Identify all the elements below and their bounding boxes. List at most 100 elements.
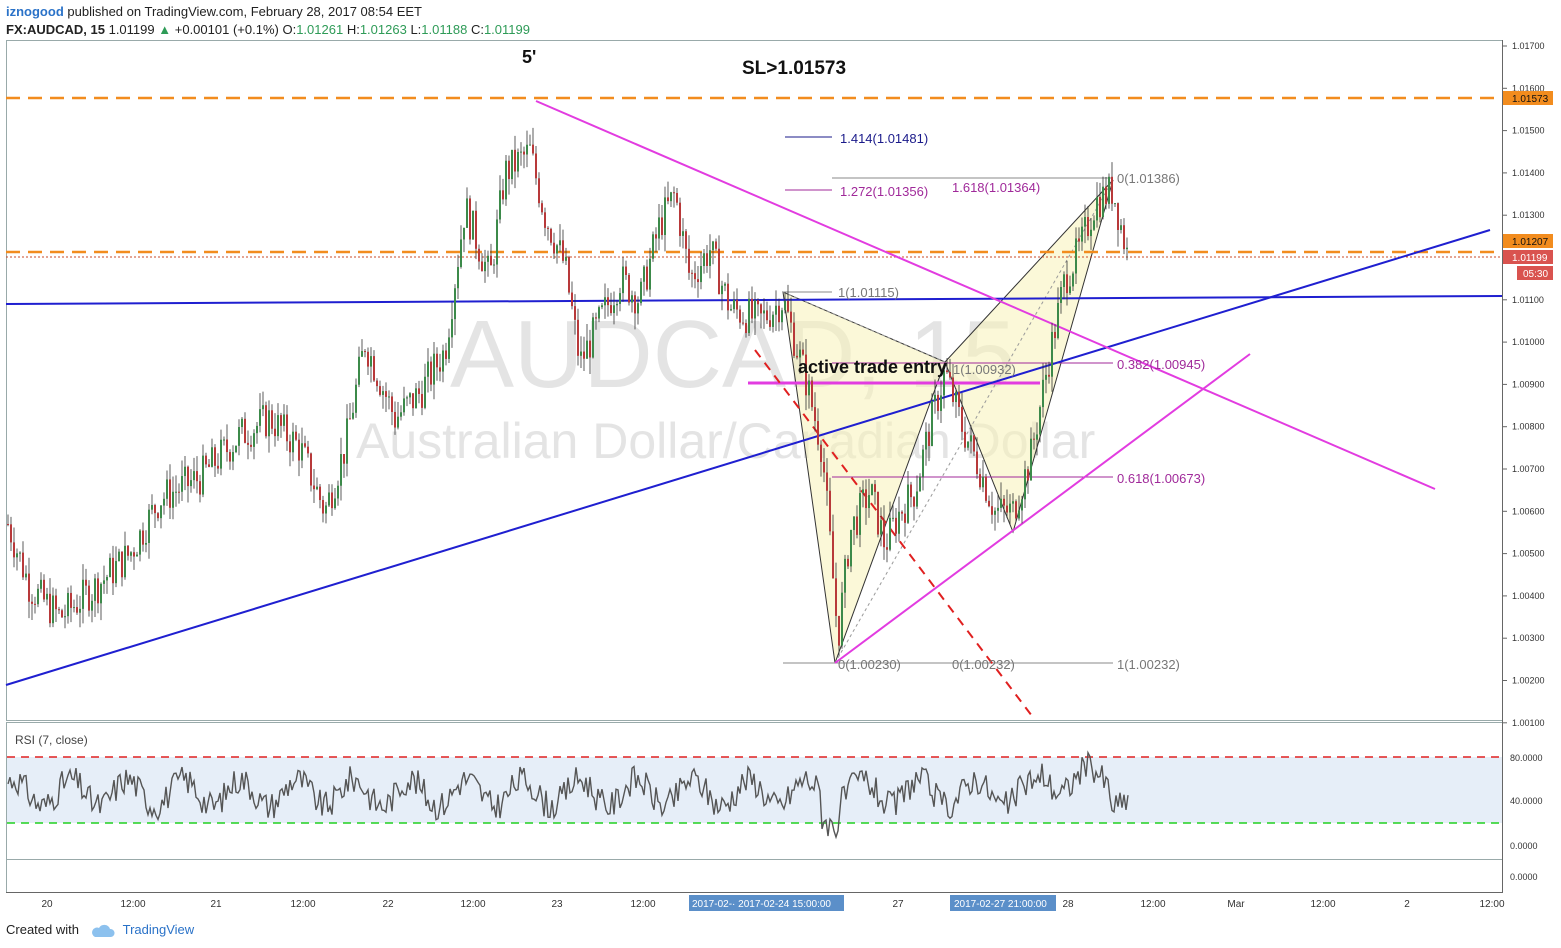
candle-body xyxy=(841,592,843,646)
candle-body xyxy=(631,295,633,303)
candle-body xyxy=(181,476,183,492)
candle-body xyxy=(205,455,207,465)
candle-body xyxy=(511,149,513,180)
candle-body xyxy=(547,227,549,229)
candle-body xyxy=(691,272,693,274)
candle-body xyxy=(1012,501,1014,504)
author-name[interactable]: iznogood xyxy=(6,4,64,19)
magenta-trendline-falling xyxy=(535,100,1436,490)
candle-body xyxy=(793,322,795,356)
candle-body xyxy=(1108,176,1110,204)
candle-body xyxy=(637,303,639,314)
candle-body xyxy=(541,203,543,213)
candle-body xyxy=(391,396,393,412)
candle-body xyxy=(226,439,228,453)
candle-body xyxy=(34,603,36,605)
candle-body xyxy=(604,297,606,306)
candle-body xyxy=(13,542,15,558)
candle-body xyxy=(628,274,630,303)
candle-body xyxy=(106,577,108,581)
entry-note-label: active trade entry xyxy=(798,357,947,377)
candle-body xyxy=(718,248,720,295)
candle-body xyxy=(250,444,252,447)
tradingview-brand[interactable]: TradingView xyxy=(122,922,195,937)
candle-body xyxy=(46,593,48,600)
rsi-band xyxy=(7,757,1502,823)
candle-body xyxy=(232,452,234,462)
price-tick-label: 1.01100 xyxy=(1512,295,1544,305)
magenta-trendline-rising xyxy=(834,353,1251,664)
chart-header-line1: iznogood published on TradingView.com, F… xyxy=(6,4,422,19)
candle-body xyxy=(562,240,564,261)
lower-pane-tick: 0.0000 xyxy=(1510,872,1538,882)
candle-body xyxy=(37,588,39,605)
time-tick-label: Mar xyxy=(1227,899,1245,910)
candle-body xyxy=(622,266,624,294)
candle-body xyxy=(313,485,315,490)
candle-body xyxy=(679,202,681,236)
candle-body xyxy=(811,380,813,408)
red-dashed-trendline xyxy=(754,349,1036,721)
candle-body xyxy=(952,377,954,403)
candle-body xyxy=(874,484,876,492)
candle-body xyxy=(616,303,618,306)
candle-body xyxy=(1117,203,1119,230)
candle-body xyxy=(229,452,231,462)
candle-body xyxy=(1084,217,1086,227)
price-change: +0.00101 (+0.1%) xyxy=(174,22,279,37)
current-price-badge: 1.01199 xyxy=(1512,253,1548,264)
candle-body xyxy=(451,319,453,338)
time-tick-label: 12:00 xyxy=(630,899,655,910)
candle-body xyxy=(169,479,171,508)
candle-body xyxy=(532,144,534,154)
price-tick-label: 1.01400 xyxy=(1512,168,1545,178)
candle-body xyxy=(703,253,705,267)
candle-body xyxy=(436,353,438,368)
candle-body xyxy=(895,517,897,534)
sl-price-badge: 1.01573 xyxy=(1512,94,1549,105)
candle-body xyxy=(460,239,462,267)
candle-body xyxy=(268,410,270,437)
candle-body xyxy=(598,307,600,319)
candle-body xyxy=(769,320,771,327)
candle-body xyxy=(982,476,984,488)
candle-body xyxy=(100,583,102,604)
candle-body xyxy=(568,256,570,293)
wave-label: 5' xyxy=(522,47,536,67)
candle-body xyxy=(742,322,744,324)
candle-body xyxy=(82,579,84,609)
candle-body xyxy=(88,585,90,611)
candle-body xyxy=(985,476,987,501)
candle-body xyxy=(49,593,51,624)
candle-body xyxy=(292,431,294,453)
candle-body xyxy=(178,491,180,493)
candle-body xyxy=(778,305,780,323)
candle-body xyxy=(964,431,966,448)
candle-body xyxy=(1021,499,1023,511)
candle-body xyxy=(955,391,957,403)
candle-body xyxy=(247,442,249,445)
candle-body xyxy=(499,190,501,220)
fib-1414-label: 1.414(1.01481) xyxy=(840,131,928,146)
time-axis-ticks: 20 12:00 21 12:00 22 12:00 23 12:00 27 28 12:00 Mar… xyxy=(41,899,1505,910)
candle-body xyxy=(610,305,612,314)
time-tick-label: 12:00 xyxy=(120,899,145,910)
candle-body xyxy=(115,561,117,584)
price-tick-label: 1.01500 xyxy=(1512,126,1545,136)
candle-body xyxy=(385,391,387,397)
price-tick-label: 1.01300 xyxy=(1512,210,1545,220)
candle-body xyxy=(412,393,414,409)
candle-body xyxy=(109,557,111,578)
candle-body xyxy=(79,608,81,613)
candle-body xyxy=(493,264,495,266)
candle-body xyxy=(988,500,990,507)
candle-body xyxy=(967,441,969,448)
candle-body xyxy=(166,479,168,499)
candle-body xyxy=(448,337,450,359)
candle-body xyxy=(937,394,939,411)
rsi-line xyxy=(7,750,1129,840)
candle-body xyxy=(529,144,531,146)
candle-body xyxy=(433,353,435,385)
candle-body xyxy=(619,293,621,304)
